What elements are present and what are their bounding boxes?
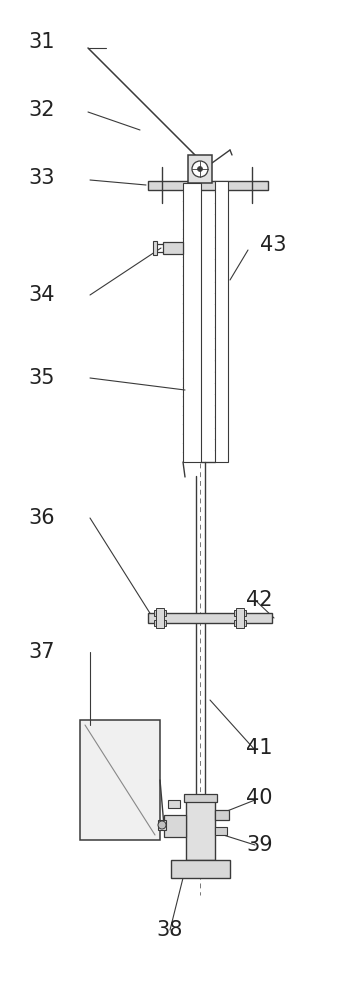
Bar — [158, 820, 166, 830]
Bar — [215, 810, 229, 820]
Text: 35: 35 — [28, 368, 55, 388]
Text: 41: 41 — [246, 738, 273, 758]
Bar — [215, 827, 227, 835]
Bar — [163, 242, 183, 254]
Bar — [215, 181, 228, 462]
Bar — [80, 720, 160, 840]
Text: 37: 37 — [28, 642, 55, 662]
Text: 39: 39 — [246, 835, 273, 855]
Bar — [148, 613, 272, 623]
Bar — [183, 183, 201, 462]
Bar — [186, 800, 215, 860]
Bar — [171, 860, 230, 878]
Bar — [184, 794, 217, 802]
Bar — [153, 241, 157, 255]
Bar — [168, 800, 180, 808]
Bar — [236, 608, 244, 628]
Circle shape — [192, 161, 208, 177]
Bar — [154, 610, 166, 616]
Text: 36: 36 — [28, 508, 55, 528]
Text: 34: 34 — [28, 285, 55, 305]
Text: 33: 33 — [28, 168, 55, 188]
Text: 43: 43 — [260, 235, 287, 255]
Bar — [154, 620, 166, 626]
Bar — [234, 620, 246, 626]
Text: 38: 38 — [156, 920, 183, 940]
Bar — [164, 815, 186, 837]
Circle shape — [158, 821, 166, 829]
Bar — [188, 155, 212, 183]
Text: 32: 32 — [28, 100, 55, 120]
Text: 40: 40 — [246, 788, 273, 808]
Text: 31: 31 — [28, 32, 55, 52]
Bar — [148, 181, 268, 190]
Bar — [156, 608, 164, 628]
Text: 42: 42 — [246, 590, 273, 610]
Bar — [234, 610, 246, 616]
Circle shape — [198, 166, 202, 172]
